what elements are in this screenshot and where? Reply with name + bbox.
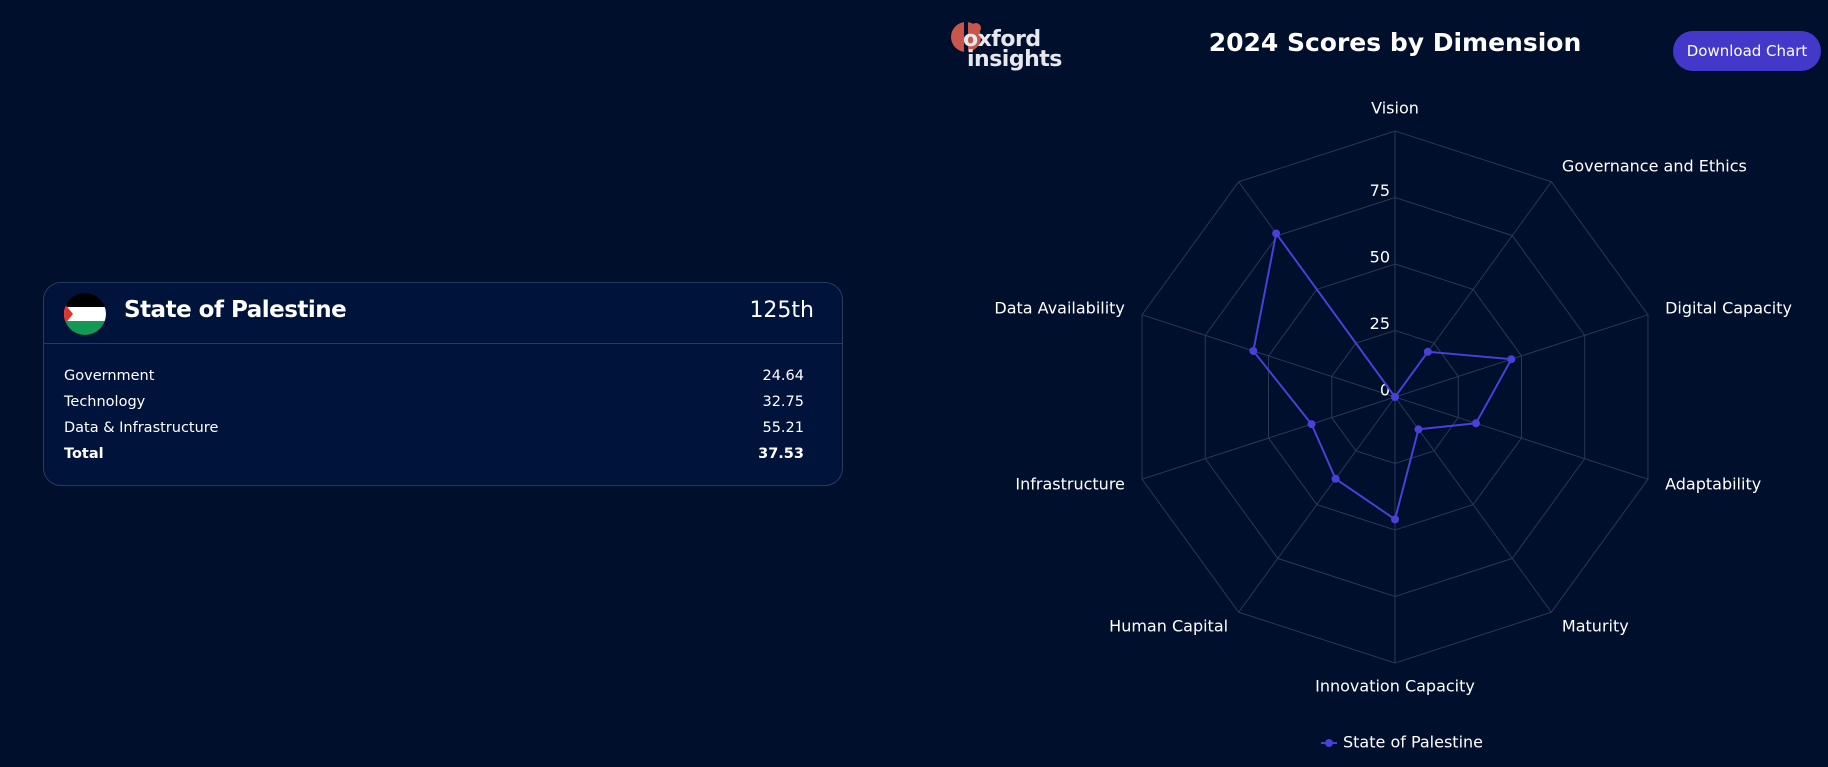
score-value: 24.64: [762, 368, 804, 384]
series-point: [1391, 393, 1399, 401]
score-rows: Government 24.64 Technology 32.75 Data & Inf…: [64, 363, 804, 467]
score-value: 55.21: [762, 420, 804, 436]
spoke: [1394, 396, 1649, 480]
series-point: [1423, 347, 1432, 356]
score-row: Total 37.53: [64, 441, 804, 467]
r-tick-label: 50: [1370, 248, 1390, 267]
logo-line: insights: [967, 47, 1062, 72]
score-row: Data & Infrastructure 55.21: [64, 415, 804, 441]
category-label: Maturity: [1562, 616, 1629, 635]
category-label: Vision: [1371, 99, 1419, 118]
series-point: [1272, 229, 1281, 238]
series-point: [1507, 355, 1516, 364]
score-label: Total: [64, 446, 104, 462]
series-point: [1307, 420, 1316, 429]
category-label: Adaptability: [1665, 474, 1761, 493]
score-label: Government: [64, 368, 155, 384]
download-button[interactable]: Download Chart: [1673, 31, 1821, 71]
spoke: [1394, 314, 1649, 398]
logo-mark: [951, 22, 981, 52]
spoke: [1141, 396, 1396, 480]
category-label: Data Availability: [994, 299, 1125, 318]
category-label: Infrastructure: [1015, 474, 1124, 493]
logo-text: oxford insights: [963, 27, 1062, 72]
series-point: [1331, 474, 1340, 483]
category-label: Digital Capacity: [1665, 299, 1792, 318]
chart-title: 2024 Scores by Dimension: [1209, 28, 1582, 57]
legend-marker: [1325, 739, 1333, 747]
radar-chart: 2024 Scores by Dimension 0 25 50 75 Vision Go…: [994, 28, 1792, 752]
series-point: [1391, 515, 1399, 524]
spoke: [1394, 396, 1552, 613]
series-point: [1414, 425, 1423, 434]
logo-line: oxford: [963, 27, 1041, 52]
rank: 125th: [749, 298, 814, 323]
series-line: [1252, 231, 1513, 521]
category-label: Governance and Ethics: [1562, 157, 1747, 176]
category-label: Human Capital: [1109, 616, 1228, 635]
score-label: Technology: [64, 394, 146, 410]
r-tick-label: 0: [1380, 381, 1390, 400]
score-label: Data & Infrastructure: [64, 420, 219, 436]
spoke: [1238, 396, 1396, 613]
series-point: [1471, 419, 1480, 428]
country-card: State of Palestine 125th Government 24.64…: [43, 282, 843, 486]
score-value: 37.53: [758, 446, 804, 462]
spoke: [1141, 314, 1396, 398]
category-label: Innovation Capacity: [1315, 677, 1475, 696]
r-tick-label: 25: [1370, 314, 1390, 333]
flag: [64, 293, 106, 335]
score-row: Technology 32.75: [64, 389, 804, 415]
card-header: State of Palestine 125th: [44, 283, 842, 344]
series-point: [1249, 346, 1258, 355]
legend-label: State of Palestine: [1343, 733, 1483, 752]
r-tick-label: 75: [1370, 181, 1390, 200]
country-name: State of Palestine: [124, 297, 347, 323]
score-value: 32.75: [762, 394, 804, 410]
score-row: Government 24.64: [64, 363, 804, 389]
